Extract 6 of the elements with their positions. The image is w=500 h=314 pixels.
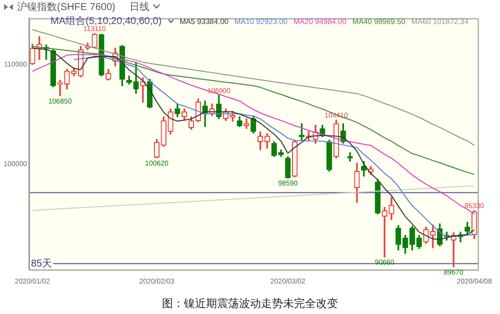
chart-subtitle: 日线 [129,0,150,14]
legend-title: MA组合(5,10,20,40,60,0) [50,15,162,27]
candlestick [382,207,388,258]
chart-title: 沪镍指数(SHFE 7600) [17,0,116,14]
annotation: 85天 [31,258,52,270]
text: 图：镍近期震荡波动走势未完全改变 [161,296,339,311]
